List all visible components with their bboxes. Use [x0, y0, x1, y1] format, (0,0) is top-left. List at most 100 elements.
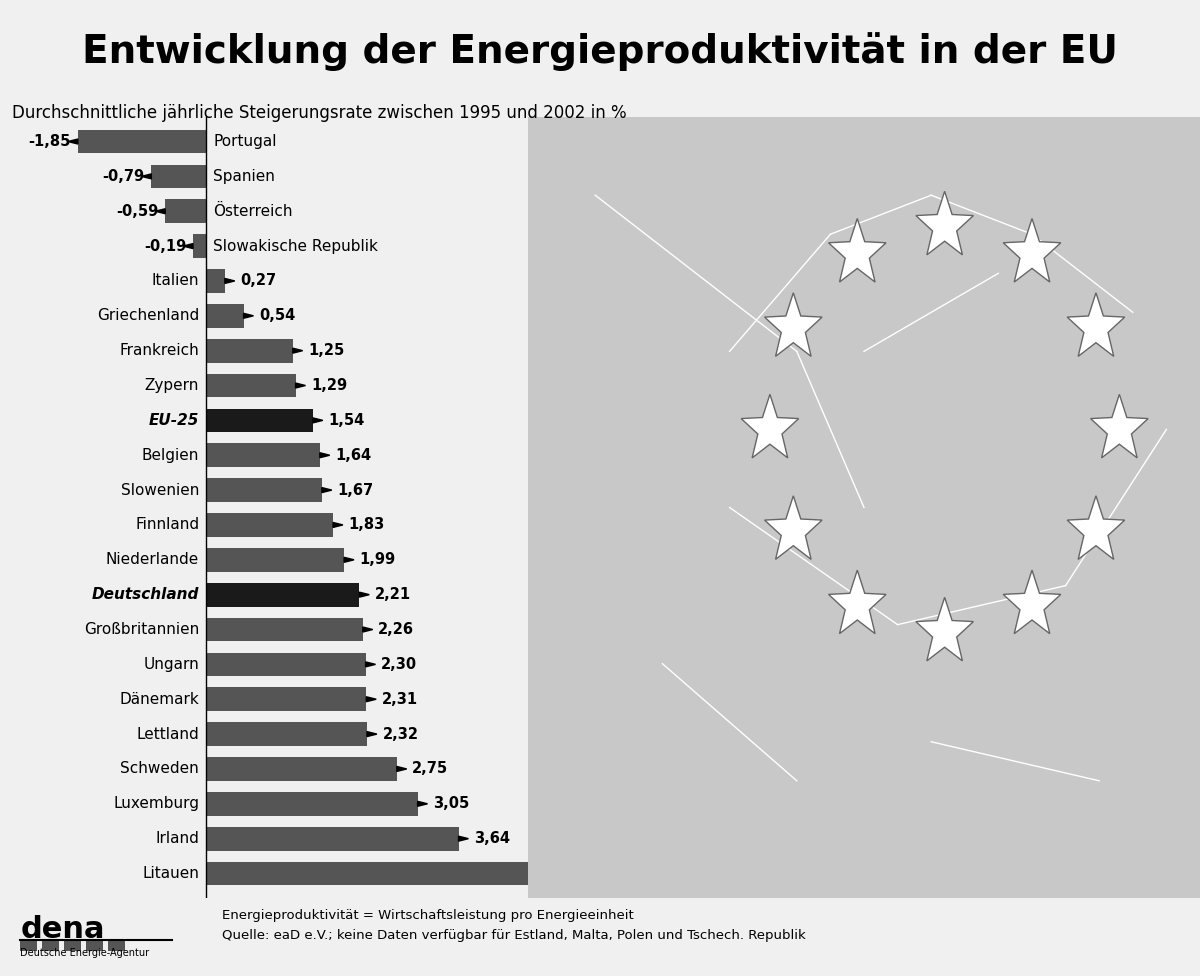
Text: Deutschland: Deutschland	[92, 588, 199, 602]
Bar	[206, 653, 366, 676]
Bar	[206, 722, 367, 746]
Text: Niederlande: Niederlande	[106, 552, 199, 567]
Text: 1,25: 1,25	[308, 344, 344, 358]
Text: Frankreich: Frankreich	[120, 344, 199, 358]
Text: 2,26: 2,26	[378, 622, 414, 637]
Text: EU-25: EU-25	[149, 413, 199, 427]
Bar	[206, 478, 322, 502]
Bar	[206, 269, 224, 293]
Text: Durchschnittliche jährliche Steigerungsrate zwischen 1995 und 2002 in %: Durchschnittliche jährliche Steigerungsr…	[12, 104, 626, 122]
Polygon shape	[764, 496, 822, 559]
Bar	[206, 304, 244, 328]
Text: 0,27: 0,27	[240, 273, 276, 289]
Text: Dänemark: Dänemark	[120, 692, 199, 707]
Polygon shape	[184, 244, 193, 249]
Polygon shape	[764, 293, 822, 356]
Polygon shape	[418, 801, 427, 806]
Text: Entwicklung der Energieproduktivität in der EU: Entwicklung der Energieproduktivität in …	[82, 32, 1118, 70]
Polygon shape	[344, 557, 354, 562]
Bar	[206, 827, 458, 850]
Polygon shape	[244, 313, 253, 318]
Text: 2,30: 2,30	[382, 657, 418, 671]
Polygon shape	[155, 209, 166, 214]
Polygon shape	[1067, 496, 1124, 559]
Bar	[64, 941, 80, 952]
Text: Irland: Irland	[155, 832, 199, 846]
Polygon shape	[594, 871, 604, 876]
Bar	[206, 687, 366, 712]
Polygon shape	[295, 383, 306, 388]
Text: Ungarn: Ungarn	[144, 657, 199, 671]
Text: Italien: Italien	[151, 273, 199, 289]
Bar	[151, 165, 206, 188]
Polygon shape	[366, 662, 376, 667]
Polygon shape	[828, 570, 886, 633]
Text: 2,21: 2,21	[374, 588, 410, 602]
Polygon shape	[359, 592, 370, 597]
Text: 1,29: 1,29	[311, 378, 347, 393]
Bar	[42, 941, 59, 952]
Polygon shape	[142, 174, 151, 179]
Text: dena: dena	[20, 915, 104, 944]
Text: Quelle: eaD e.V.; keine Daten verfügbar für Estland, Malta, Polen und Tschech. R: Quelle: eaD e.V.; keine Daten verfügbar …	[222, 929, 805, 942]
Text: -0,79: -0,79	[102, 169, 144, 183]
Bar	[166, 199, 206, 224]
Polygon shape	[322, 488, 332, 493]
Text: Slowakische Republik: Slowakische Republik	[214, 238, 378, 254]
Text: 5,59: 5,59	[610, 866, 646, 881]
Text: Energieproduktivität = Wirtschaftsleistung pro Energieeinheit: Energieproduktivität = Wirtschaftsleistu…	[222, 910, 634, 922]
Text: Finnland: Finnland	[136, 517, 199, 533]
Text: 2,31: 2,31	[382, 692, 418, 707]
Polygon shape	[916, 597, 973, 661]
Bar	[206, 757, 397, 781]
Text: Portugal: Portugal	[214, 134, 276, 149]
Polygon shape	[334, 522, 343, 527]
Bar	[206, 618, 362, 641]
Bar	[86, 941, 103, 952]
Text: 0,54: 0,54	[259, 308, 295, 323]
Polygon shape	[458, 836, 468, 841]
Text: 1,83: 1,83	[348, 517, 385, 533]
Bar	[193, 234, 206, 258]
Text: Zypern: Zypern	[145, 378, 199, 393]
Bar	[206, 443, 320, 468]
Text: Slowenien: Slowenien	[121, 482, 199, 498]
Polygon shape	[68, 139, 78, 144]
Polygon shape	[1091, 394, 1148, 458]
Text: 3,64: 3,64	[474, 832, 510, 846]
Bar	[206, 583, 359, 606]
Polygon shape	[397, 766, 407, 771]
Bar	[206, 548, 344, 572]
Polygon shape	[366, 697, 377, 702]
Text: 1,67: 1,67	[337, 482, 373, 498]
Polygon shape	[293, 348, 302, 353]
Polygon shape	[916, 191, 973, 255]
Text: Deutsche Energie-Agentur: Deutsche Energie-Agentur	[20, 948, 150, 958]
Text: 1,99: 1,99	[360, 552, 396, 567]
Text: -0,19: -0,19	[144, 238, 186, 254]
Text: Litauen: Litauen	[143, 866, 199, 881]
Text: Lettland: Lettland	[137, 726, 199, 742]
Text: 1,64: 1,64	[335, 448, 372, 463]
Polygon shape	[828, 219, 886, 282]
Text: Griechenland: Griechenland	[97, 308, 199, 323]
Text: Luxemburg: Luxemburg	[113, 796, 199, 811]
Text: Spanien: Spanien	[214, 169, 275, 183]
Text: Schweden: Schweden	[120, 761, 199, 777]
Polygon shape	[1067, 293, 1124, 356]
Text: 2,32: 2,32	[383, 726, 419, 742]
Text: Großbritannien: Großbritannien	[84, 622, 199, 637]
Polygon shape	[742, 394, 799, 458]
Bar	[206, 374, 295, 397]
Bar	[206, 339, 293, 362]
Bar	[108, 941, 125, 952]
Bar	[206, 792, 418, 816]
Text: Belgien: Belgien	[142, 448, 199, 463]
Bar	[206, 862, 594, 885]
Text: -0,59: -0,59	[116, 204, 158, 219]
Text: 2,75: 2,75	[413, 761, 449, 777]
Text: -1,85: -1,85	[29, 134, 71, 149]
Polygon shape	[367, 732, 377, 737]
Bar	[20, 941, 37, 952]
Polygon shape	[313, 418, 323, 423]
